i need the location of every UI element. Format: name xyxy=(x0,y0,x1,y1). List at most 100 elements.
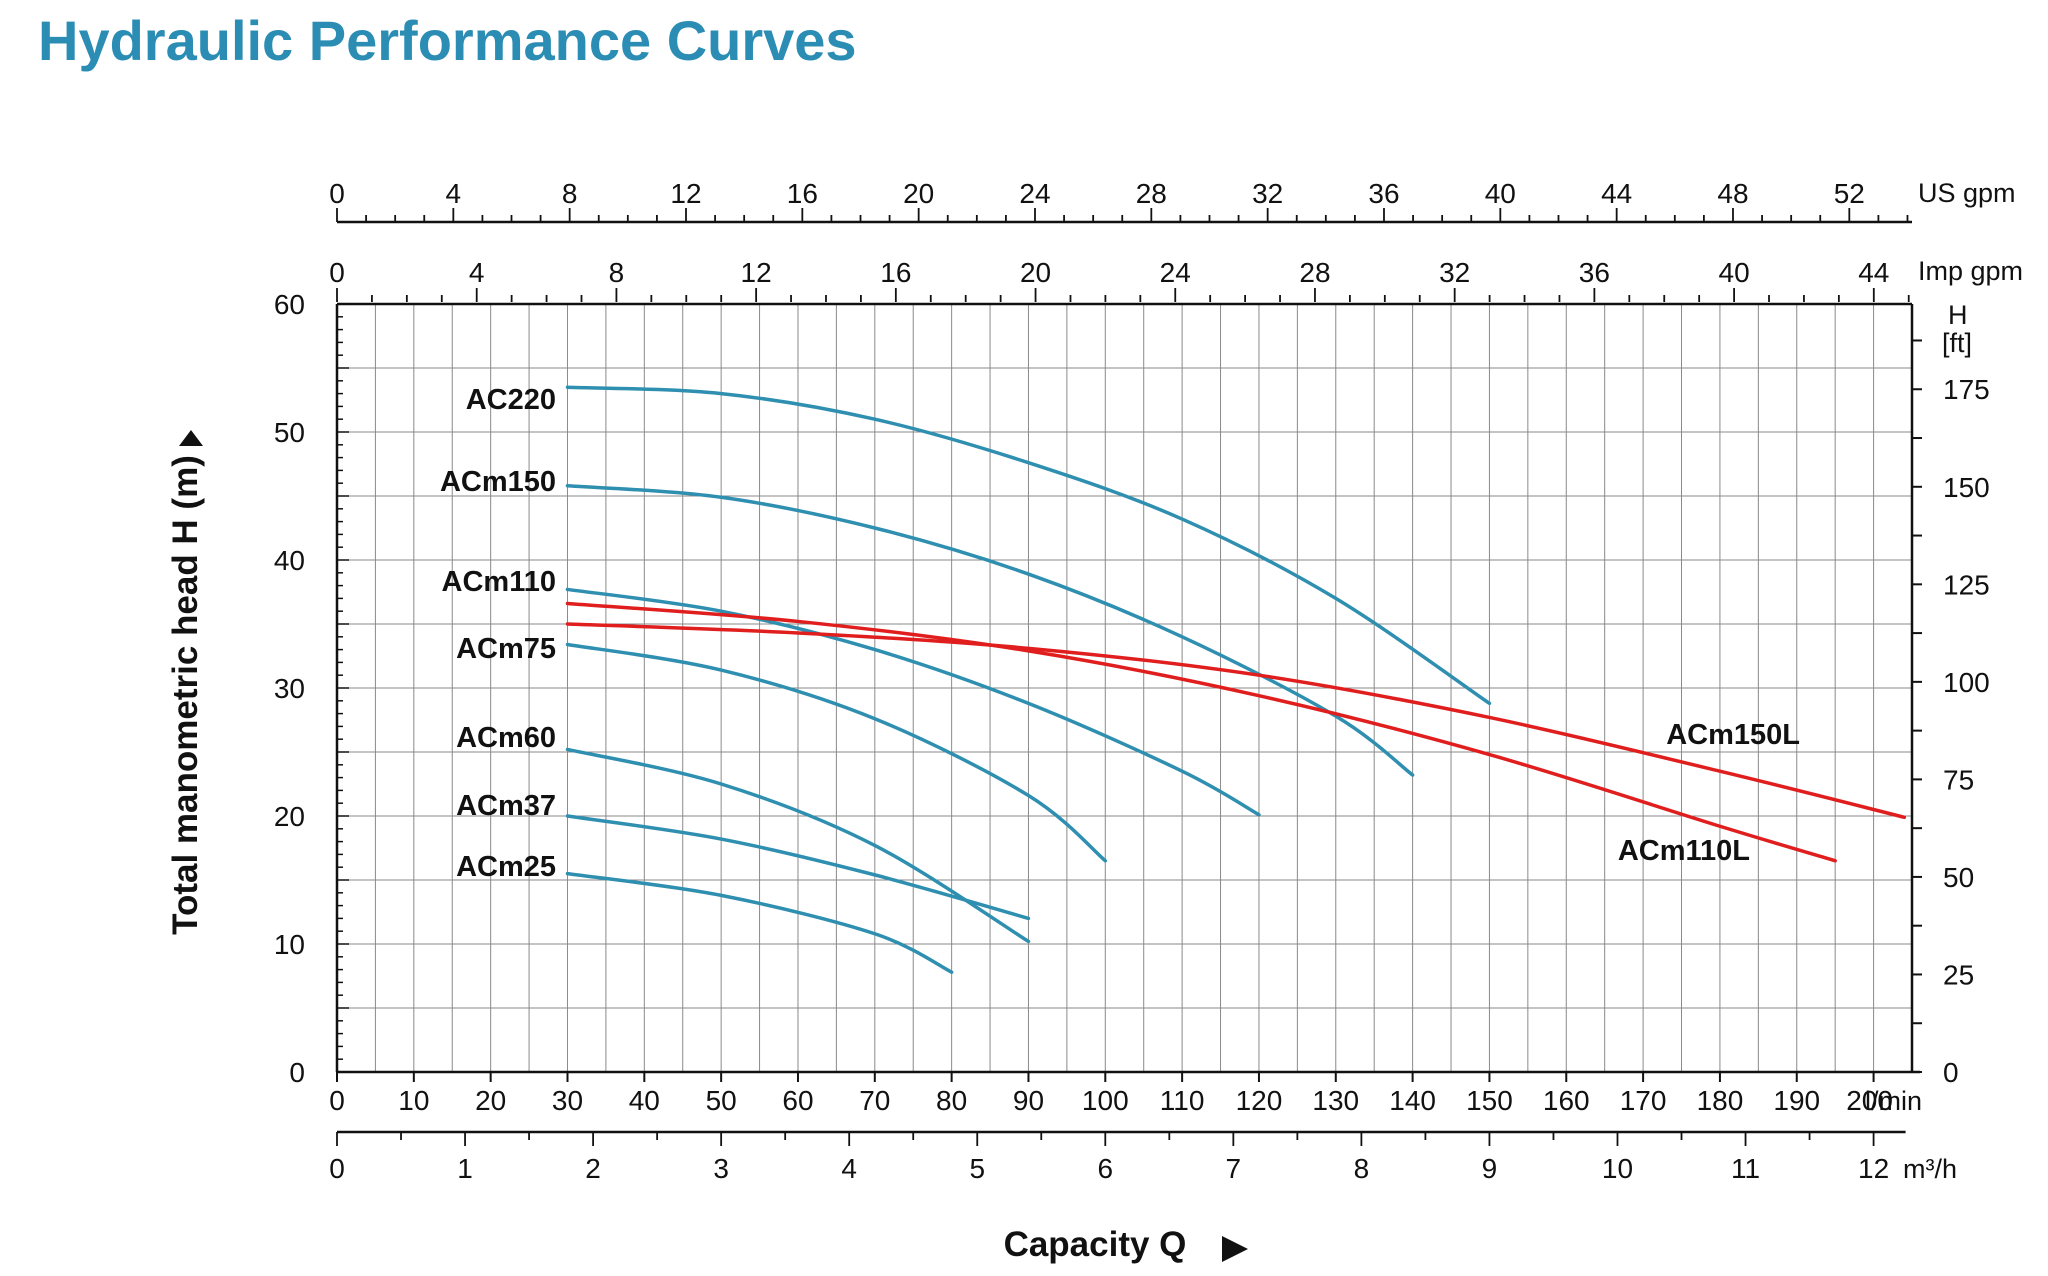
x-tick-label: 100 xyxy=(1082,1085,1129,1116)
impgpm-tick-label: 24 xyxy=(1160,257,1191,288)
usgpm-tick-label: 28 xyxy=(1136,178,1167,209)
series-label-acm25: ACm25 xyxy=(456,851,556,883)
m3h-tick-label: 10 xyxy=(1602,1153,1633,1184)
curve-acm110l xyxy=(565,601,1837,863)
impgpm-tick-label: 12 xyxy=(741,257,772,288)
usgpm-tick-label: 36 xyxy=(1368,178,1399,209)
x-tick-label: 160 xyxy=(1543,1085,1590,1116)
series-label-ac220: AC220 xyxy=(466,384,556,416)
curve-acm75 xyxy=(565,642,1108,863)
curve-ac220 xyxy=(565,385,1492,706)
series-label-acm60: ACm60 xyxy=(456,722,556,754)
m3h-tick-label: 9 xyxy=(1482,1153,1498,1184)
chart-curves xyxy=(565,385,1907,974)
x-tick-label: 60 xyxy=(782,1085,813,1116)
usgpm-tick-label: 20 xyxy=(903,178,934,209)
ft-tick-label: 25 xyxy=(1943,959,1974,990)
m3h-tick-label: 1 xyxy=(457,1153,473,1184)
x-tick-label: 140 xyxy=(1389,1085,1436,1116)
m3h-tick-label: 7 xyxy=(1226,1153,1242,1184)
x-tick-label: 190 xyxy=(1773,1085,1820,1116)
curve-acm150l xyxy=(565,622,1907,820)
usgpm-tick-label: 4 xyxy=(446,178,462,209)
x-tick-label: 150 xyxy=(1466,1085,1513,1116)
x-tick-label: 180 xyxy=(1697,1085,1744,1116)
x-tick-label: 10 xyxy=(398,1085,429,1116)
impgpm-unit-label: Imp gpm xyxy=(1918,256,2023,286)
series-label-acm110l: ACm110L xyxy=(1618,835,1750,867)
usgpm-tick-label: 44 xyxy=(1601,178,1632,209)
usgpm-tick-label: 16 xyxy=(787,178,818,209)
m3h-tick-label: 4 xyxy=(841,1153,857,1184)
curve-acm25 xyxy=(565,871,954,974)
y-tick-label: 20 xyxy=(274,801,305,832)
impgpm-tick-label: 8 xyxy=(609,257,625,288)
chart-labels: AC220 ACm150 ACm110 ACm75 ACm60 ACm37 ACm25 ACm… xyxy=(440,384,1800,883)
ft-tick-label: 75 xyxy=(1943,764,1974,795)
x-axis-title: Capacity Q xyxy=(1004,1225,1187,1264)
y-axis-title: Total manometric head H (m) xyxy=(166,455,205,935)
x-tick-label: 90 xyxy=(1013,1085,1044,1116)
usgpm-tick-label: 8 xyxy=(562,178,578,209)
usgpm-tick-label: 40 xyxy=(1485,178,1516,209)
impgpm-tick-label: 0 xyxy=(329,257,345,288)
impgpm-tick-label: 16 xyxy=(880,257,911,288)
m3h-tick-label: 12 xyxy=(1858,1153,1889,1184)
y-tick-label: 50 xyxy=(274,417,305,448)
m3h-tick-label: 3 xyxy=(713,1153,729,1184)
chart-grid xyxy=(337,304,1912,1072)
impgpm-tick-label: 32 xyxy=(1439,257,1470,288)
m3h-tick-label: 6 xyxy=(1098,1153,1114,1184)
ft-unit-top: H xyxy=(1948,300,1968,330)
curve-acm110 xyxy=(565,587,1261,817)
m3h-tick-label: 5 xyxy=(969,1153,985,1184)
x-tick-label: 30 xyxy=(552,1085,583,1116)
m3h-tick-label: 2 xyxy=(585,1153,601,1184)
series-label-acm75: ACm75 xyxy=(456,633,556,665)
m3h-tick-label: 11 xyxy=(1731,1153,1760,1184)
y-tick-label: 0 xyxy=(289,1057,305,1088)
series-label-acm110: ACm110 xyxy=(442,566,556,598)
ft-tick-label: 175 xyxy=(1943,374,1990,405)
x-tick-label: 120 xyxy=(1236,1085,1283,1116)
m3h-tick-label: 0 xyxy=(329,1153,345,1184)
y-tick-label: 40 xyxy=(274,545,305,576)
x-tick-label: 20 xyxy=(475,1085,506,1116)
usgpm-tick-label: 24 xyxy=(1019,178,1050,209)
x-axis-arrow-icon xyxy=(1222,1236,1248,1262)
series-label-acm150l: ACm150L xyxy=(1666,719,1800,751)
usgpm-tick-label: 48 xyxy=(1717,178,1748,209)
usgpm-tick-label: 0 xyxy=(329,178,345,209)
ft-tick-label: 0 xyxy=(1943,1057,1959,1088)
impgpm-tick-label: 4 xyxy=(469,257,485,288)
page-title: Hydraulic Performance Curves xyxy=(38,9,857,72)
m3h-tick-label: 8 xyxy=(1354,1153,1370,1184)
x-tick-label: 0 xyxy=(329,1085,345,1116)
y-tick-label: 30 xyxy=(274,673,305,704)
ft-unit-bottom: [ft] xyxy=(1942,328,1972,358)
y-tick-label: 60 xyxy=(274,289,305,320)
curve-acm37 xyxy=(565,814,1031,921)
m3h-unit-label: m³/h xyxy=(1903,1154,1957,1184)
usgpm-tick-label: 12 xyxy=(670,178,701,209)
impgpm-tick-label: 40 xyxy=(1719,257,1750,288)
ft-tick-label: 125 xyxy=(1943,569,1990,600)
x-tick-label: 80 xyxy=(936,1085,967,1116)
x-tick-label: 70 xyxy=(859,1085,890,1116)
x-tick-label: 40 xyxy=(629,1085,660,1116)
series-label-acm150: ACm150 xyxy=(440,466,556,498)
impgpm-tick-label: 44 xyxy=(1858,257,1889,288)
ft-tick-label: 50 xyxy=(1943,862,1974,893)
usgpm-tick-label: 32 xyxy=(1252,178,1283,209)
x-tick-label: 110 xyxy=(1160,1085,1205,1116)
x-tick-label: 130 xyxy=(1312,1085,1359,1116)
ft-tick-label: 150 xyxy=(1943,472,1990,503)
x-tick-label: 170 xyxy=(1620,1085,1667,1116)
impgpm-tick-label: 36 xyxy=(1579,257,1610,288)
x-tick-label: 200 xyxy=(1846,1085,1893,1116)
usgpm-tick-label: 52 xyxy=(1834,178,1865,209)
ft-tick-label: 100 xyxy=(1943,667,1990,698)
series-label-acm37: ACm37 xyxy=(456,790,556,822)
